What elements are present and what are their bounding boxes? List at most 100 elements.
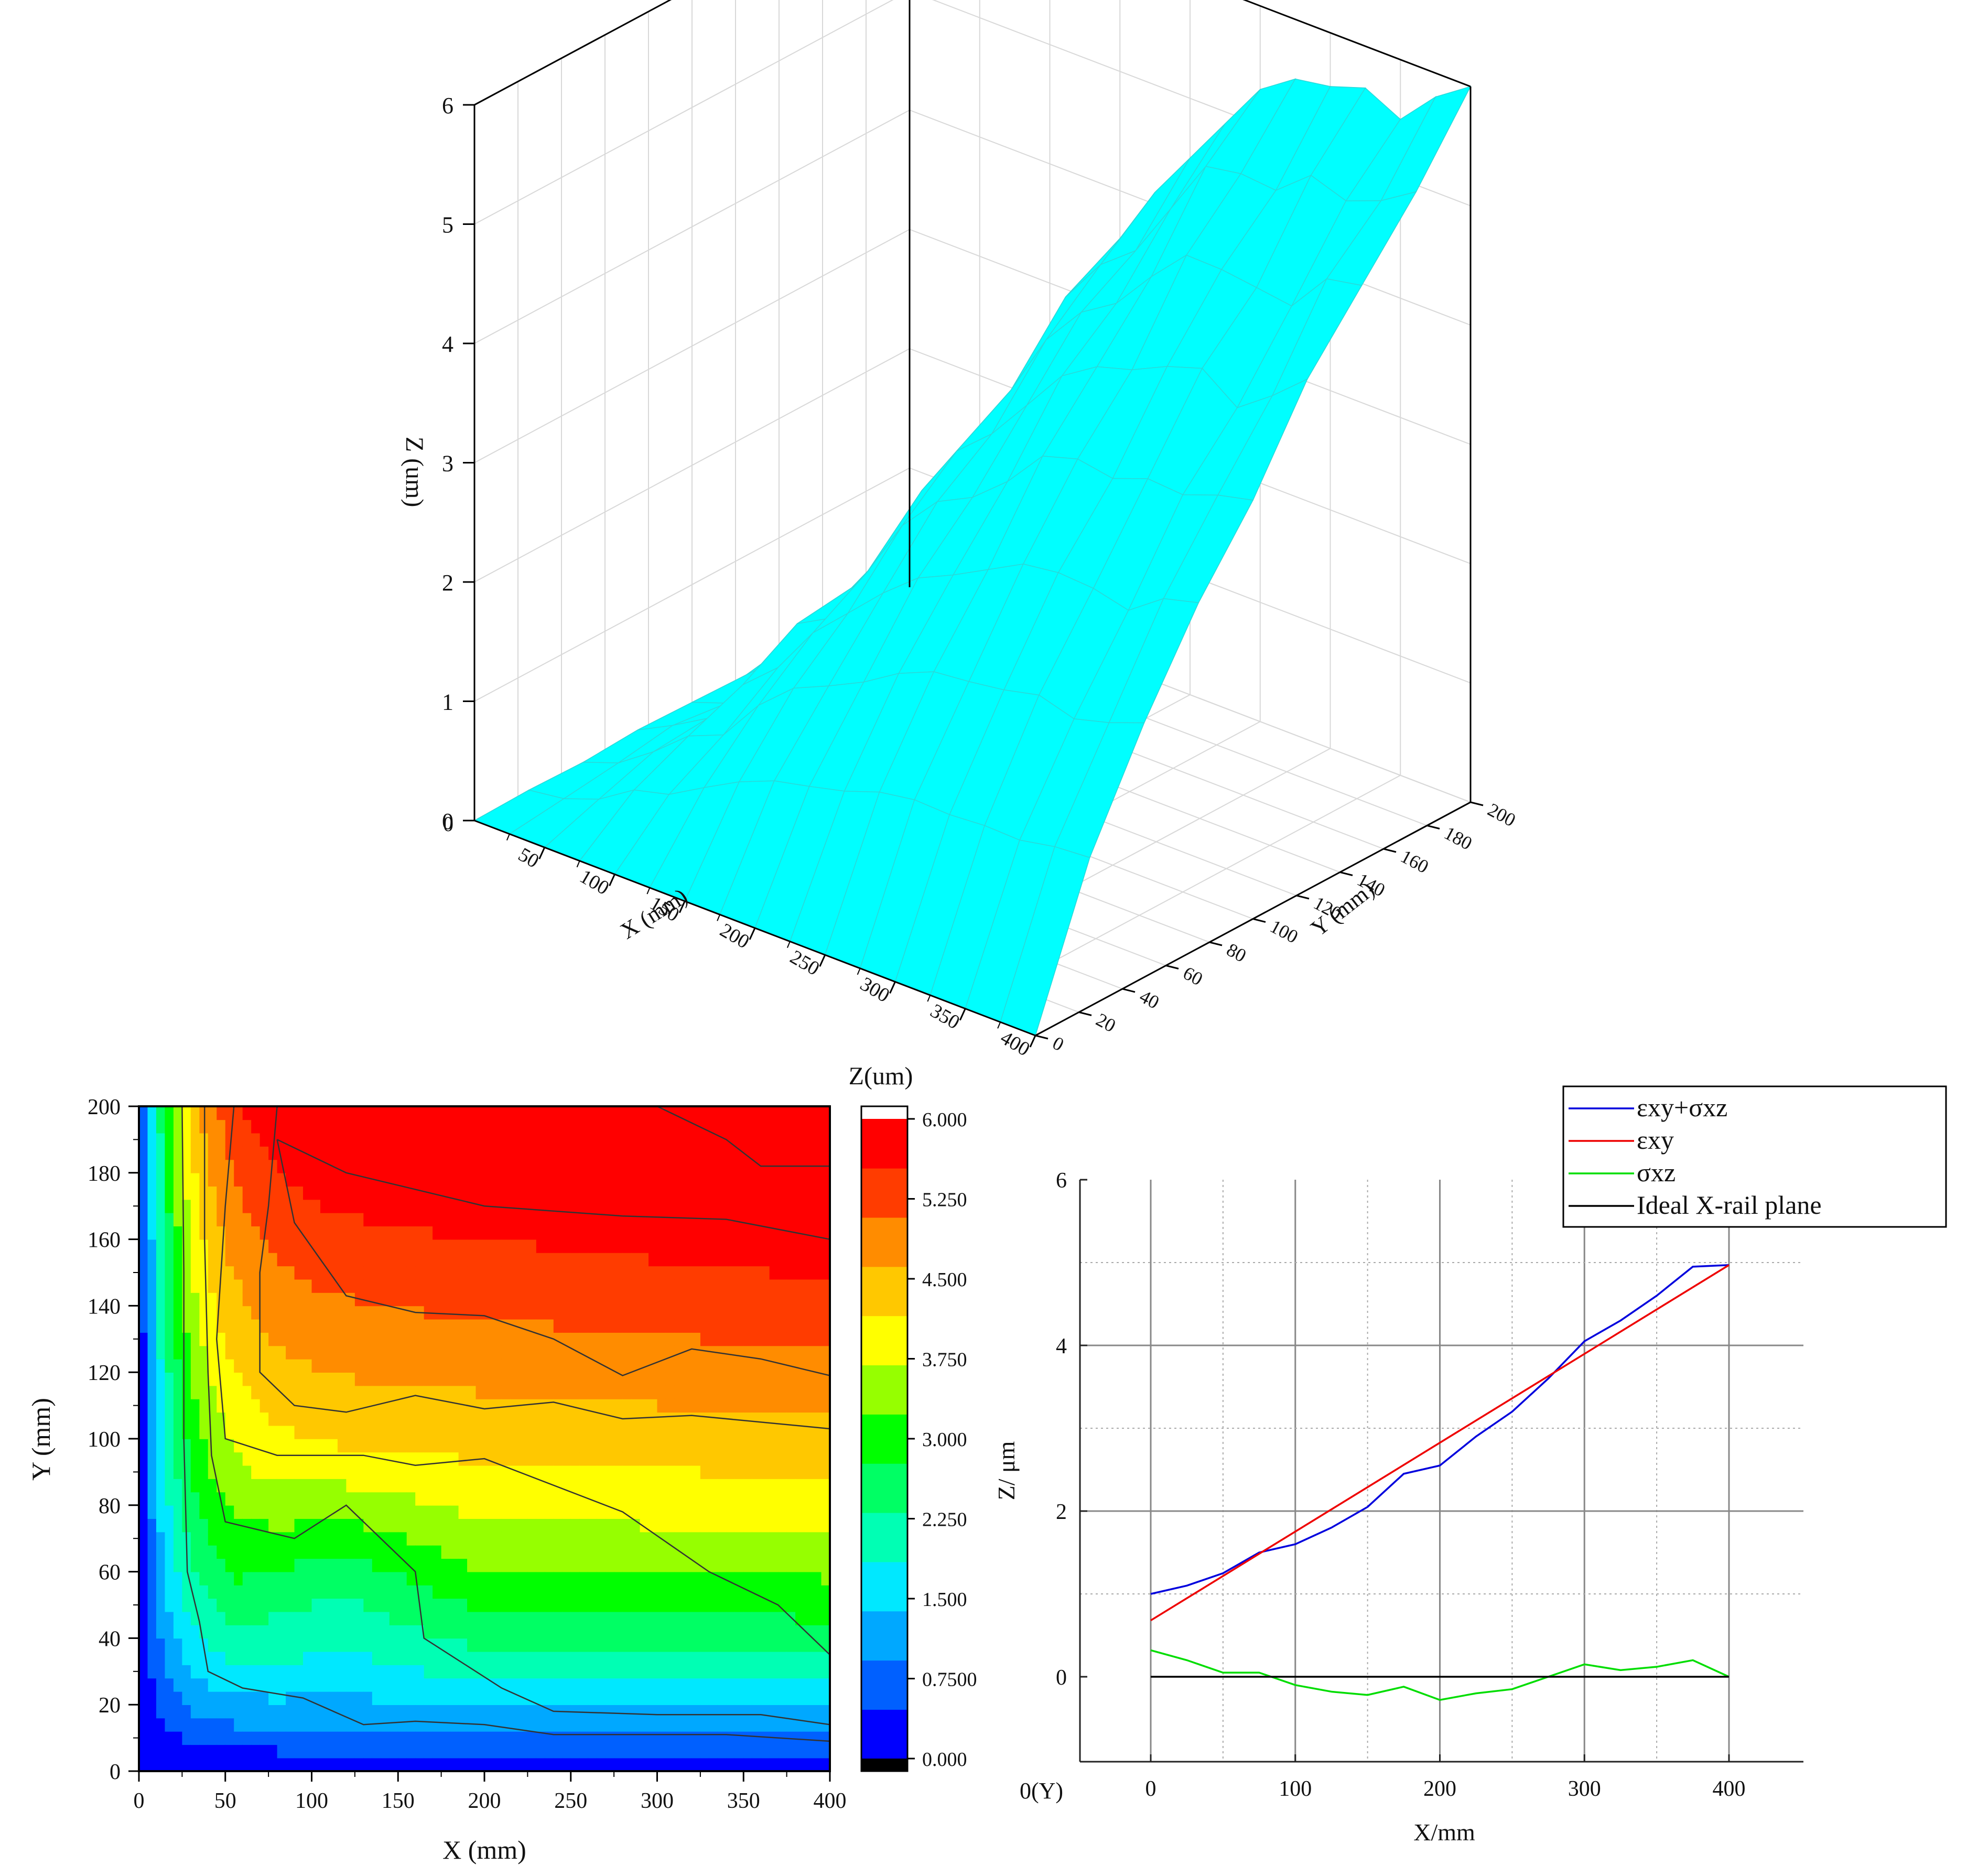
contour-cell xyxy=(510,1465,520,1479)
contour-cell xyxy=(424,1425,433,1439)
contour-cell xyxy=(605,1332,614,1346)
contour-cell xyxy=(337,1292,347,1307)
contour-cell xyxy=(562,1319,571,1333)
contour-cell xyxy=(303,1212,312,1227)
colorbar-swatch xyxy=(861,1660,907,1710)
contour-cell xyxy=(510,1385,520,1399)
contour-cell xyxy=(484,1705,494,1719)
contour-cell xyxy=(734,1505,744,1519)
contour-cell xyxy=(398,1558,407,1572)
contour-cell xyxy=(631,1571,641,1586)
contour-cell xyxy=(614,1758,623,1771)
contour-cell xyxy=(182,1239,191,1253)
contour-cell xyxy=(363,1465,373,1479)
contour-cell xyxy=(450,1159,459,1173)
contour-cell xyxy=(545,1625,554,1639)
contour-cell xyxy=(734,1571,744,1586)
contour-cell xyxy=(734,1731,744,1745)
contour-cell xyxy=(484,1465,494,1479)
contour-cell xyxy=(804,1319,813,1333)
contour-cell xyxy=(821,1505,830,1519)
contour-cell xyxy=(424,1691,433,1705)
contour-cell xyxy=(424,1412,433,1426)
contour-cell xyxy=(286,1705,295,1719)
contour-cell xyxy=(251,1319,261,1333)
contour-cell xyxy=(588,1359,597,1373)
contour-y-axis-label: Y (mm) xyxy=(26,1398,56,1481)
contour-cell xyxy=(424,1571,433,1586)
contour-cell xyxy=(190,1306,200,1320)
contour-cell xyxy=(441,1505,450,1519)
contour-cell xyxy=(406,1691,416,1705)
contour-cell xyxy=(354,1584,364,1599)
contour-cell xyxy=(821,1439,830,1453)
contour-cell xyxy=(173,1518,183,1533)
contour-cell xyxy=(234,1159,243,1173)
contour-cell xyxy=(657,1744,666,1759)
contour-cell xyxy=(217,1146,226,1160)
contour-cell xyxy=(242,1106,252,1120)
contour-cell xyxy=(458,1584,468,1599)
contour-cell xyxy=(242,1532,252,1546)
contour-cell xyxy=(372,1252,382,1267)
contour-cell xyxy=(354,1571,364,1586)
contour-cell xyxy=(450,1558,459,1572)
contour-cell xyxy=(778,1186,787,1200)
contour-cell xyxy=(700,1691,710,1705)
contour-line xyxy=(216,1106,830,1656)
contour-cell xyxy=(545,1106,554,1120)
contour-cell xyxy=(303,1266,312,1280)
contour-cell xyxy=(381,1611,390,1625)
contour-cell xyxy=(614,1545,623,1559)
contour-cell xyxy=(778,1372,787,1386)
contour-cell xyxy=(631,1558,641,1572)
contour-cell xyxy=(691,1545,701,1559)
contour-cell xyxy=(225,1691,235,1705)
contour-cell xyxy=(441,1731,450,1745)
contour-cell xyxy=(156,1718,166,1732)
contour-cell xyxy=(588,1518,597,1533)
contour-cell xyxy=(518,1146,528,1160)
contour-cell xyxy=(579,1758,589,1771)
contour-cell xyxy=(458,1678,468,1692)
contour-cell xyxy=(597,1345,606,1360)
contour-cell xyxy=(536,1119,546,1134)
contour-cell xyxy=(277,1239,286,1253)
contour-cell xyxy=(467,1611,477,1625)
contour-cell xyxy=(734,1332,744,1346)
contour-cell xyxy=(475,1306,485,1320)
contour-cell xyxy=(804,1691,813,1705)
contour-cell xyxy=(795,1133,805,1147)
contour-cell xyxy=(354,1332,364,1346)
contour-cell xyxy=(674,1252,684,1267)
contour-cell xyxy=(450,1359,459,1373)
contour-cell xyxy=(389,1345,399,1360)
contour-cell xyxy=(778,1505,787,1519)
contour-cell xyxy=(734,1345,744,1360)
contour-cell xyxy=(450,1172,459,1187)
contour-cell xyxy=(303,1611,312,1625)
contour-cell xyxy=(182,1505,191,1519)
contour-cell xyxy=(717,1172,727,1187)
contour-cell xyxy=(821,1665,830,1679)
contour-cell xyxy=(139,1306,148,1320)
contour-cell xyxy=(761,1744,770,1759)
contour-cell xyxy=(804,1106,813,1120)
contour-cell xyxy=(260,1651,269,1665)
contour-cell xyxy=(441,1479,450,1493)
contour-cell xyxy=(640,1306,649,1320)
colorbar-swatch xyxy=(861,1266,907,1317)
contour-cell xyxy=(717,1518,727,1533)
contour-cell xyxy=(648,1744,658,1759)
contour-cell xyxy=(683,1439,693,1453)
contour-cell xyxy=(311,1172,321,1187)
contour-cell xyxy=(795,1412,805,1426)
contour-cell xyxy=(640,1345,649,1360)
contour-cell xyxy=(605,1226,614,1240)
contour-cell xyxy=(597,1212,606,1227)
contour-cell xyxy=(821,1146,830,1160)
contour-cell xyxy=(208,1492,218,1506)
contour-cell xyxy=(614,1385,623,1399)
contour-cell xyxy=(484,1479,494,1493)
contour-cell xyxy=(398,1306,407,1320)
